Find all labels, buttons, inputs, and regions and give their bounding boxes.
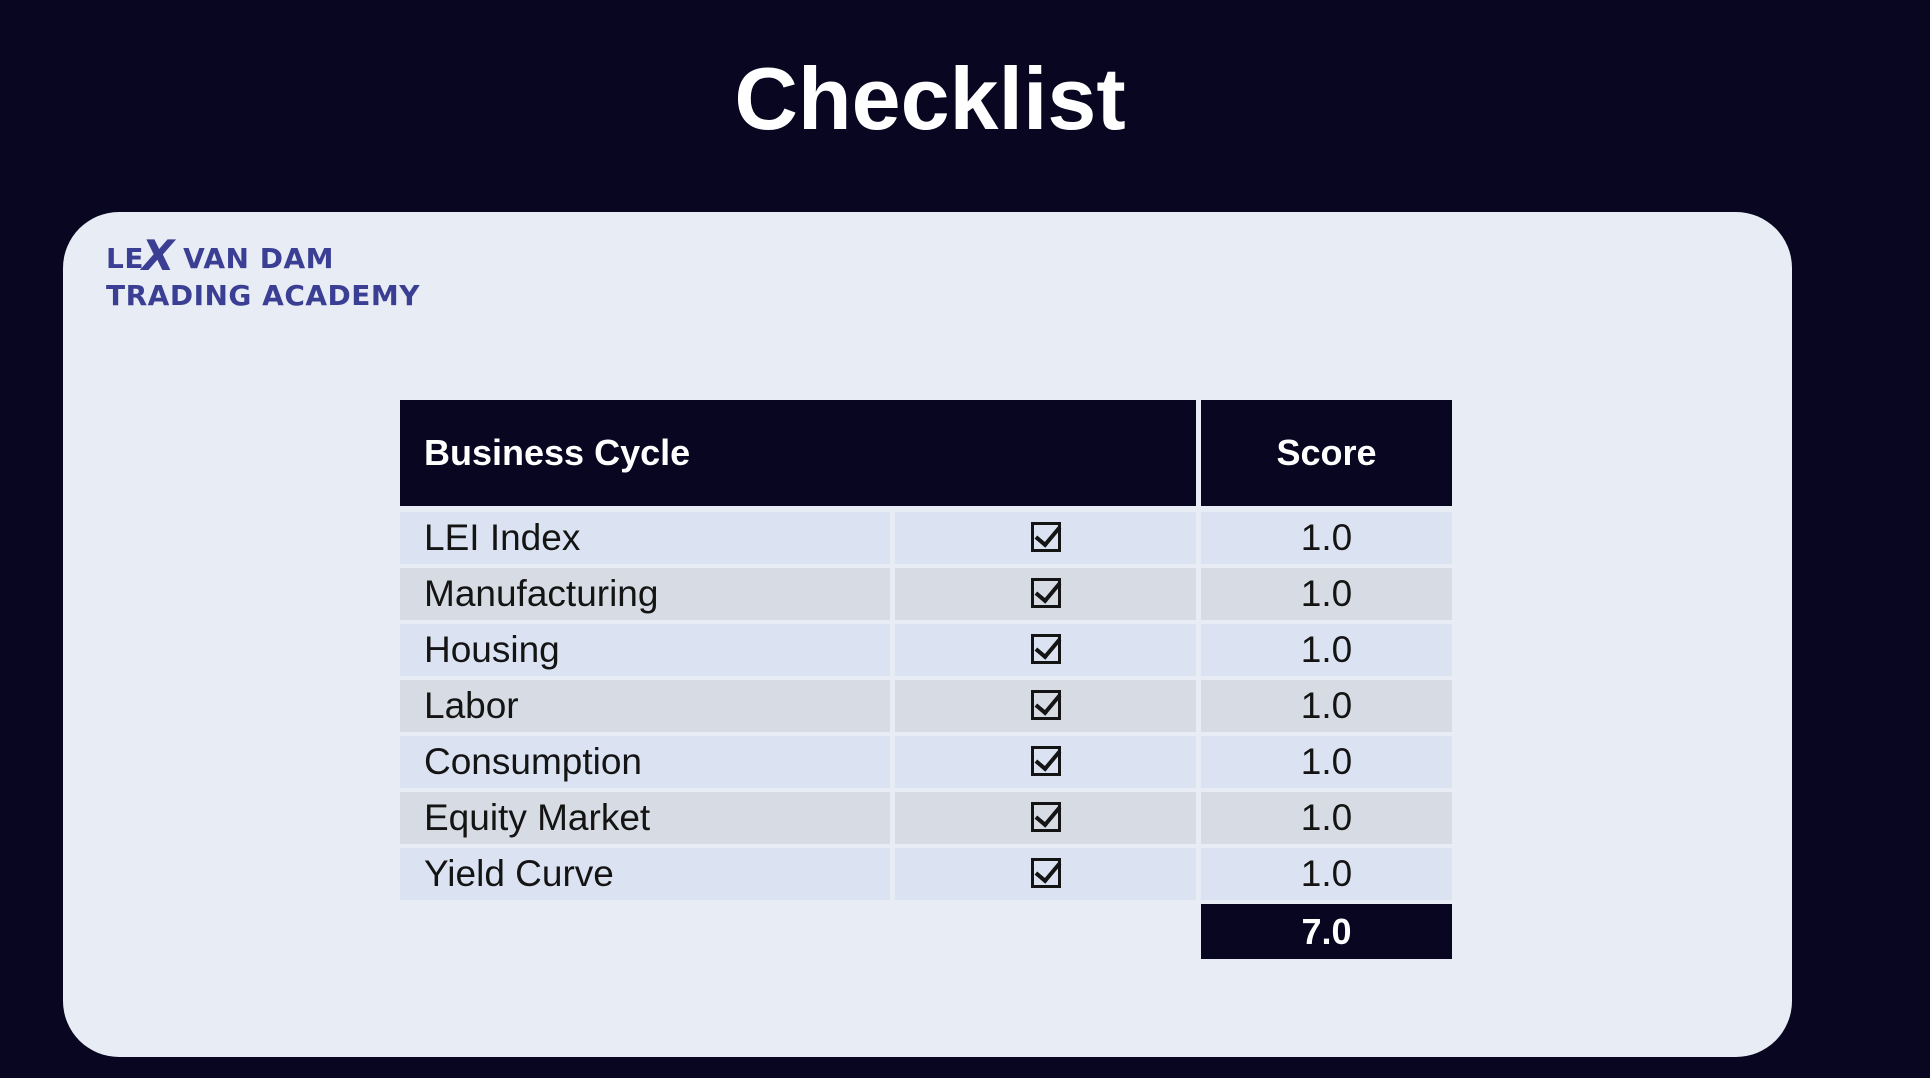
row-label: Yield Curve xyxy=(400,848,890,904)
checked-box-icon xyxy=(1030,746,1061,777)
table-row: Manufacturing 1.0 xyxy=(400,568,1452,624)
header-business-cycle: Business Cycle xyxy=(400,400,1196,506)
table-row: Consumption 1.0 xyxy=(400,736,1452,792)
row-score: 1.0 xyxy=(1196,568,1452,624)
logo-text-van-dam: VAN DAM xyxy=(172,242,335,275)
row-label: Consumption xyxy=(400,736,890,792)
table-row: Equity Market 1.0 xyxy=(400,792,1452,848)
page-title: Checklist xyxy=(734,49,1126,148)
row-checkbox-cell xyxy=(890,568,1196,624)
table-row: Yield Curve 1.0 xyxy=(400,848,1452,904)
checked-box-icon xyxy=(1030,858,1061,889)
total-score: 7.0 xyxy=(1196,904,1452,959)
row-score: 1.0 xyxy=(1196,680,1452,736)
row-label: Equity Market xyxy=(400,792,890,848)
row-checkbox-cell xyxy=(890,512,1196,568)
checked-box-icon xyxy=(1030,522,1061,553)
logo-line-1: LEX VAN DAM xyxy=(106,231,420,280)
row-label: LEI Index xyxy=(400,512,890,568)
checked-box-icon xyxy=(1030,690,1061,721)
checked-box-icon xyxy=(1030,802,1061,833)
row-score: 1.0 xyxy=(1196,512,1452,568)
row-score: 1.0 xyxy=(1196,792,1452,848)
total-spacer xyxy=(400,904,1196,959)
logo-line-2: TRADING ACADEMY xyxy=(106,279,421,312)
table-header-row: Business Cycle Score xyxy=(400,400,1452,506)
row-label: Manufacturing xyxy=(400,568,890,624)
checked-box-icon xyxy=(1030,578,1061,609)
row-score: 1.0 xyxy=(1196,736,1452,792)
table-row: Labor 1.0 xyxy=(400,680,1452,736)
total-row: 7.0 xyxy=(400,904,1452,959)
row-score: 1.0 xyxy=(1196,848,1452,904)
table-row: Housing 1.0 xyxy=(400,624,1452,680)
logo-x-mark: X xyxy=(141,231,175,280)
row-label: Housing xyxy=(400,624,890,680)
row-label: Labor xyxy=(400,680,890,736)
checklist-table: Business Cycle Score LEI Index 1.0 Manuf… xyxy=(400,400,1452,959)
row-checkbox-cell xyxy=(890,736,1196,792)
academy-logo: LEX VAN DAM TRADING ACADEMY xyxy=(106,231,421,314)
row-checkbox-cell xyxy=(890,792,1196,848)
logo-text-le: LE xyxy=(106,242,144,275)
row-checkbox-cell xyxy=(890,848,1196,904)
table-row: LEI Index 1.0 xyxy=(400,512,1452,568)
checked-box-icon xyxy=(1030,634,1061,665)
header-score: Score xyxy=(1196,400,1452,506)
row-checkbox-cell xyxy=(890,680,1196,736)
row-score: 1.0 xyxy=(1196,624,1452,680)
row-checkbox-cell xyxy=(890,624,1196,680)
